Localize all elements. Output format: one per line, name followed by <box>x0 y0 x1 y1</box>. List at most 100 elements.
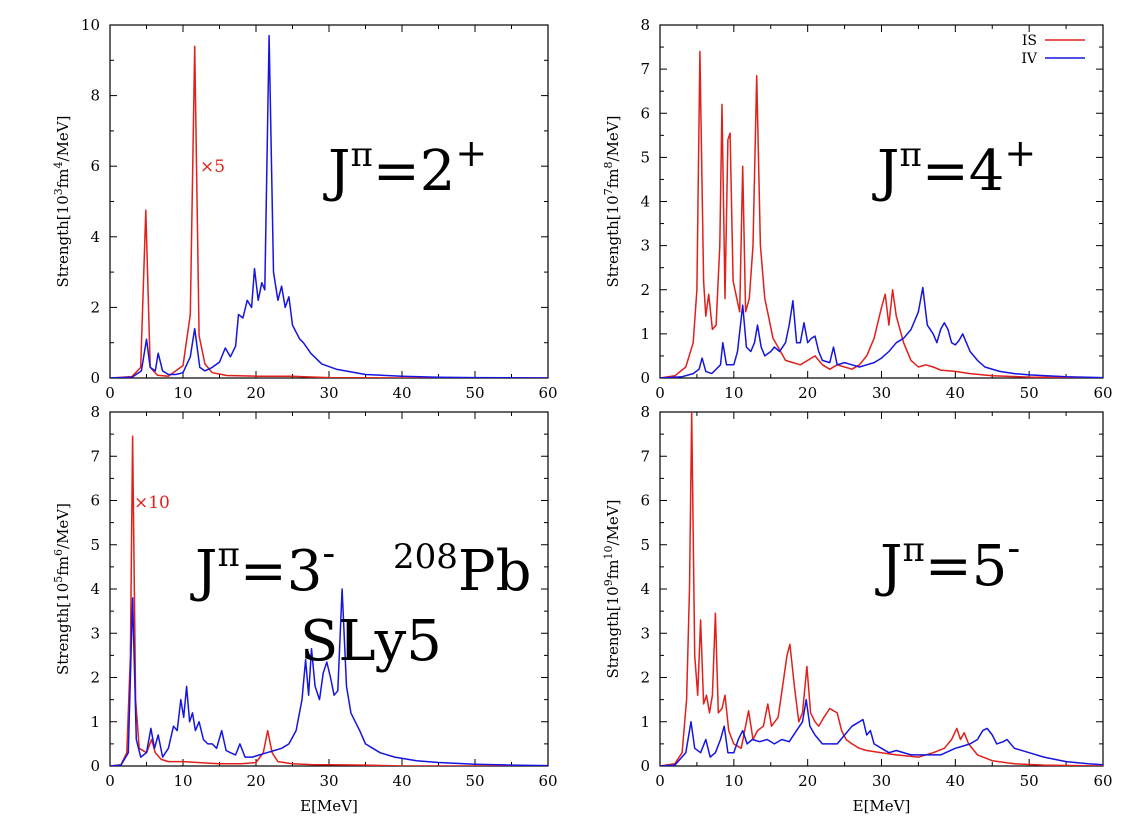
y-axis-label-part: Strength[10 <box>54 195 72 287</box>
spin-parity-label: Jπ=4+ <box>872 131 1036 204</box>
y-tick-label: 4 <box>640 580 650 598</box>
y-axis-label-part: Strength[10 <box>604 586 622 678</box>
x-tick-label: 30 <box>319 384 338 402</box>
x-axis-label: E[MeV] <box>853 797 911 815</box>
x-tick-label: 60 <box>1093 384 1112 402</box>
chart-panel-bottom-right: 0 10 20 30 40 50 60012345678Strength[109fm10/M… <box>602 403 1113 815</box>
nucleus-mass: 208 <box>393 537 458 577</box>
spin-value: =5 <box>925 534 1008 599</box>
series-line-is <box>660 412 1103 766</box>
series-line-iv <box>660 698 1103 766</box>
spin-J: J <box>872 139 899 204</box>
x-tick-label: 30 <box>319 772 338 790</box>
spin-J: J <box>190 539 217 604</box>
y-tick-label: 8 <box>90 403 100 421</box>
y-tick-label: 4 <box>640 193 650 211</box>
y-axis-label-part: 4 <box>52 161 65 168</box>
series-line-is <box>110 435 548 766</box>
y-axis-label-part: Strength[10 <box>604 195 622 287</box>
x-tick-label: 60 <box>538 384 557 402</box>
y-axis-label-part: fm <box>604 168 622 188</box>
y-tick-label: 4 <box>90 580 100 598</box>
x-axis-label: E[MeV] <box>300 797 358 815</box>
y-tick-label: 3 <box>90 624 100 642</box>
legend-label-is: IS <box>1022 33 1037 49</box>
y-tick-label: 0 <box>640 757 650 775</box>
y-tick-label: 4 <box>90 228 100 246</box>
spin-J: J <box>875 534 902 599</box>
y-tick-label: 7 <box>90 447 100 465</box>
force-label: SLy5 <box>300 609 442 674</box>
x-tick-label: 0 <box>655 384 665 402</box>
nucleus-symbol: Pb <box>458 539 532 604</box>
chart-panel-top-left: 0 10 20 30 40 50 600246810Strength[103fm4/MeV]… <box>52 16 558 402</box>
x-tick-label: 10 <box>724 384 743 402</box>
x-tick-label: 40 <box>946 384 965 402</box>
x-tick-label: 10 <box>173 772 192 790</box>
y-axis-label: Strength[109fm10/MeV] <box>602 499 623 678</box>
chart-panel-top-right: 0 10 20 30 40 50 60012345678Strength[107fm8/Me… <box>602 16 1113 402</box>
parity-sign: - <box>1007 526 1020 570</box>
series-line-iv <box>110 34 548 378</box>
y-tick-label: 0 <box>90 369 100 387</box>
x-tick-label: 50 <box>465 772 484 790</box>
series-line-is <box>660 50 1103 378</box>
y-axis-label-part: Strength[10 <box>54 583 72 675</box>
x-tick-label: 0 <box>105 772 115 790</box>
y-axis-label-part: /MeV] <box>54 115 72 161</box>
y-tick-label: 6 <box>640 104 650 122</box>
scale-factor-note: ×5 <box>200 157 225 177</box>
y-tick-label: 5 <box>90 536 100 554</box>
y-tick-label: 3 <box>640 237 650 255</box>
y-tick-label: 8 <box>90 87 100 105</box>
x-tick-label: 30 <box>872 384 891 402</box>
y-tick-label: 1 <box>90 713 100 731</box>
y-axis-label: Strength[105fm6/MeV] <box>52 503 73 675</box>
parity-sign: - <box>322 531 335 575</box>
x-tick-label: 40 <box>946 772 965 790</box>
y-axis-label-part: 6 <box>52 549 65 556</box>
spin-pi: π <box>217 535 239 575</box>
spin-value: =3 <box>240 539 323 604</box>
spin-J: J <box>323 139 350 204</box>
x-tick-label: 10 <box>724 772 743 790</box>
legend: IS IV <box>1021 33 1085 67</box>
y-tick-label: 0 <box>640 369 650 387</box>
y-tick-label: 2 <box>640 669 650 687</box>
parity-sign: + <box>1004 131 1036 175</box>
x-tick-label: 20 <box>246 384 265 402</box>
x-tick-label: 0 <box>655 772 665 790</box>
y-tick-label: 6 <box>90 492 100 510</box>
y-tick-label: 1 <box>640 713 650 731</box>
x-tick-label: 60 <box>538 772 557 790</box>
y-axis-label-part: 5 <box>52 576 65 583</box>
y-tick-label: 2 <box>640 281 650 299</box>
y-tick-label: 6 <box>640 492 650 510</box>
y-tick-label: 1 <box>640 325 650 343</box>
y-tick-label: 5 <box>640 536 650 554</box>
x-tick-label: 60 <box>1093 772 1112 790</box>
y-axis-label-part: 7 <box>602 188 615 195</box>
chart-panel-bottom-left: 0 10 20 30 40 50 60012345678Strength[105fm6/Me… <box>52 403 558 815</box>
x-tick-label: 40 <box>392 772 411 790</box>
y-tick-label: 2 <box>90 669 100 687</box>
parity-sign: + <box>455 131 487 175</box>
x-tick-label: 0 <box>105 384 115 402</box>
series-line-iv <box>660 286 1103 378</box>
spin-value: =2 <box>373 139 456 204</box>
x-tick-label: 20 <box>798 384 817 402</box>
y-tick-label: 0 <box>90 757 100 775</box>
x-tick-label: 40 <box>392 384 411 402</box>
spin-value: =4 <box>922 139 1005 204</box>
y-axis-label-part: /MeV] <box>604 115 622 161</box>
y-tick-label: 8 <box>640 403 650 421</box>
spin-parity-label: Jπ=3- <box>190 531 335 604</box>
y-tick-label: 7 <box>640 60 650 78</box>
y-axis-label: Strength[107fm8/MeV] <box>602 115 623 287</box>
spin-parity-label: Jπ=2+ <box>323 131 487 204</box>
y-axis-label-part: 10 <box>602 545 615 559</box>
y-tick-label: 5 <box>640 148 650 166</box>
x-tick-label: 50 <box>1020 384 1039 402</box>
y-axis-label-part: 3 <box>52 188 65 195</box>
